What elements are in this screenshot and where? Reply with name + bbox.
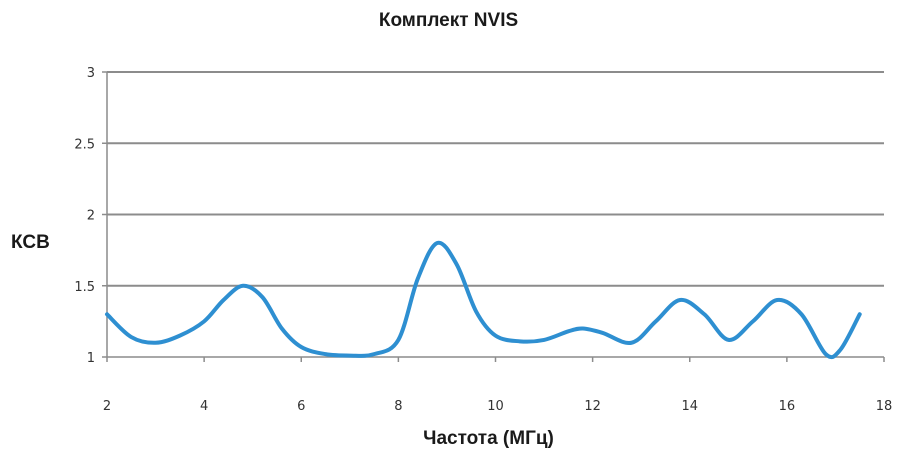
x-tick-label: 10 <box>487 399 504 414</box>
x-tick-label: 2 <box>103 399 111 414</box>
x-tick-label: 6 <box>297 399 305 414</box>
y-tick-labels: 1 1.5 2 2.5 3 <box>74 66 95 366</box>
series-group <box>105 240 862 360</box>
x-tick-label: 12 <box>584 399 601 414</box>
y-tick-label: 3 <box>87 66 95 81</box>
x-tick-label: 8 <box>394 399 402 414</box>
y-axis-label: КСВ <box>11 232 50 253</box>
chart-title: Комплект NVIS <box>378 10 519 31</box>
y-tick-label: 2.5 <box>74 137 95 152</box>
x-tick-labels: 2 4 6 8 10 12 14 16 18 <box>103 399 892 414</box>
x-tick-label: 4 <box>200 399 208 414</box>
x-axis-label: Частота (МГц) <box>423 428 554 449</box>
x-tick-label: 16 <box>779 399 796 414</box>
x-tick-label: 14 <box>681 399 698 414</box>
y-tick-label: 1 <box>87 351 95 366</box>
gridlines <box>107 71 884 287</box>
x-tick-label: 18 <box>876 399 893 414</box>
y-tick-label: 2 <box>87 209 95 224</box>
series-line-0 <box>105 240 862 360</box>
axes <box>102 71 885 362</box>
y-tick-label: 1.5 <box>74 280 95 295</box>
